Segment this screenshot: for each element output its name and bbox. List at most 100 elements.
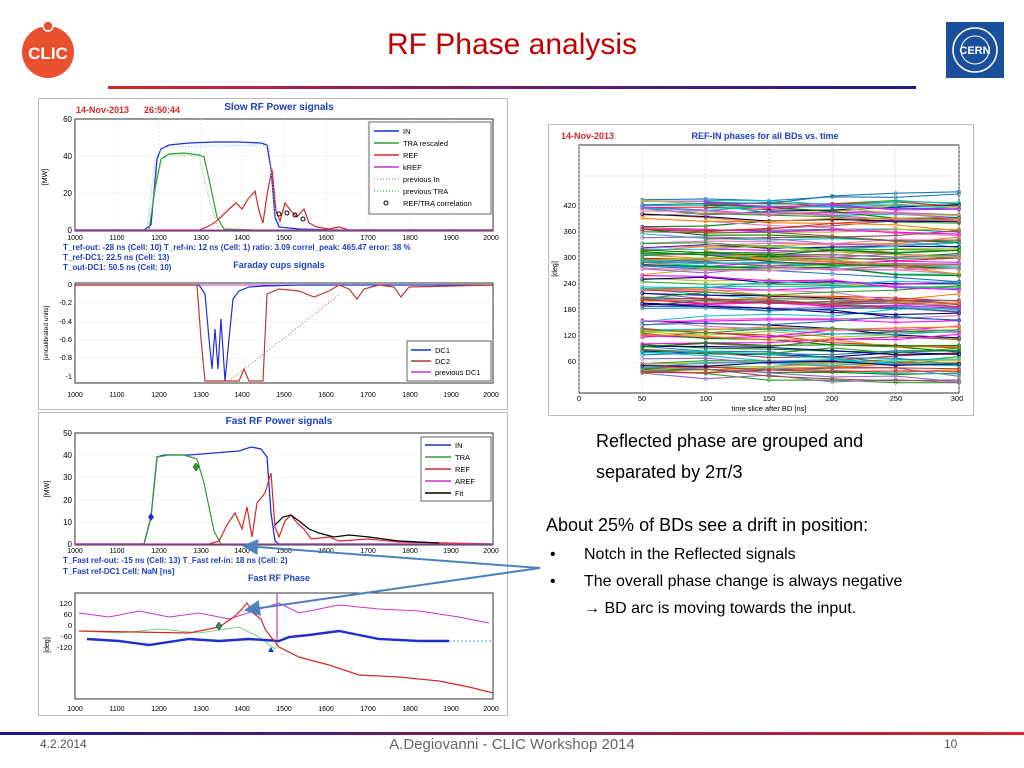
slow-xtick: 1600 xyxy=(318,235,334,242)
fig-left-time: 26:50:44 xyxy=(144,105,180,115)
fast-ytick: 40 xyxy=(63,451,72,460)
bd-phase-point xyxy=(893,267,898,272)
bd-phase-point xyxy=(893,275,898,280)
phase-in-trace xyxy=(86,629,449,647)
bd-phase-point xyxy=(640,344,645,349)
bd-phase-point xyxy=(703,230,708,235)
bd-phase-point xyxy=(957,280,961,285)
slow-xtick: 1800 xyxy=(402,235,418,242)
bd-phase-trace xyxy=(642,367,960,374)
bd-phase-trace xyxy=(642,314,960,326)
bd-phase-point xyxy=(893,348,898,353)
bd-phase-trace xyxy=(642,333,960,348)
bd-phase-trace xyxy=(642,372,960,384)
phase-xtick: 1400 xyxy=(234,706,250,713)
bd-phase-point xyxy=(767,227,771,231)
bd-phase-point xyxy=(830,228,835,232)
bd-phase-point xyxy=(957,378,961,382)
bd-phase-trace xyxy=(642,319,960,323)
bd-phase-trace xyxy=(642,347,960,355)
bd-phase-point xyxy=(767,259,771,264)
bd-phase-point xyxy=(957,361,961,366)
phase-xtick: 1100 xyxy=(109,706,124,713)
bd-phase-point xyxy=(893,279,898,284)
bd-phase-point xyxy=(703,261,708,266)
right-ytick: 360 xyxy=(563,227,576,236)
fast-xtick: 1400 xyxy=(234,548,250,555)
monitor-figure-bottom: Fast RF Power signals 50 40 30 20 10 0 [… xyxy=(38,412,508,716)
bd-phase-point xyxy=(957,287,961,292)
fast-ytick: 30 xyxy=(63,473,72,482)
right-xtick: 300 xyxy=(951,394,964,403)
bd-phase-point xyxy=(640,253,645,258)
bd-phase-point xyxy=(830,342,835,347)
footer-rule xyxy=(0,722,1024,735)
faraday-ytick: -1 xyxy=(65,372,72,381)
bd-phase-trace xyxy=(642,256,960,261)
slow-correlation-markers xyxy=(276,210,306,222)
bd-phase-trace xyxy=(642,265,960,283)
bd-phase-point xyxy=(640,266,645,270)
fast-ref-trace xyxy=(75,472,494,545)
right-xtick: 50 xyxy=(638,394,646,403)
fast-xtick: 1700 xyxy=(360,548,376,555)
bd-phase-point xyxy=(767,378,771,383)
bd-phase-trace xyxy=(642,217,960,223)
fast-rf-title: Fast RF Power signals xyxy=(226,416,333,427)
fast-xtick: 1100 xyxy=(109,548,124,555)
bd-phase-point xyxy=(957,366,961,371)
bd-phase-point xyxy=(703,233,708,238)
bd-phase-point xyxy=(830,221,835,226)
slow-rf-title: Slow RF Power signals xyxy=(224,102,334,113)
bd-phase-point xyxy=(830,212,835,216)
bd-phase-point xyxy=(893,285,898,290)
bd-phase-point xyxy=(830,314,835,319)
right-xtick: 100 xyxy=(700,394,713,403)
bullet-2-continuation: → BD arc is moving towards the input. xyxy=(584,600,857,617)
faraday-dc1-trace xyxy=(75,284,493,382)
bd-phase-point xyxy=(957,380,961,385)
bd-phase-point xyxy=(893,272,898,277)
bd-phase-point xyxy=(830,290,835,294)
phase-xtick: 1200 xyxy=(151,706,167,713)
bd-phase-point xyxy=(640,209,645,213)
faraday-xtick: 1600 xyxy=(318,392,334,399)
bd-phase-point xyxy=(957,279,961,284)
right-ytick: 180 xyxy=(563,305,576,314)
bd-phase-point xyxy=(893,251,898,256)
fig-right-date: 14-Nov-2013 xyxy=(561,131,614,141)
fig-right-title: REF-IN phases for all BDs vs. time xyxy=(691,131,838,141)
bd-phase-point xyxy=(893,352,898,357)
phase-ytick: 60 xyxy=(64,610,72,619)
phase-xtick: 1800 xyxy=(402,706,418,713)
fast-xtick: 1800 xyxy=(402,548,418,555)
slow-xtick: 1900 xyxy=(443,235,459,242)
bd-phase-point xyxy=(767,355,771,360)
bd-phase-point xyxy=(893,312,898,317)
bd-phase-point xyxy=(957,350,961,354)
right-xtick: 200 xyxy=(826,394,839,403)
bd-phase-point xyxy=(703,209,708,213)
bd-phase-trace xyxy=(642,238,960,250)
fast-xtick: 1900 xyxy=(443,548,459,555)
slow-xtick: 1700 xyxy=(360,235,376,242)
bd-phase-point xyxy=(640,241,645,246)
right-ytick: 60 xyxy=(568,357,576,366)
slow-ylabel: [MW] xyxy=(42,169,49,185)
fast-marker-in xyxy=(148,513,154,521)
bd-phase-point xyxy=(703,255,708,260)
slow-legend: IN TRA rescaled REF kREF previous In pre… xyxy=(368,121,492,215)
bd-phase-point xyxy=(640,297,645,302)
bd-phase-point xyxy=(767,201,771,206)
bd-phase-trace xyxy=(642,328,960,335)
bd-phase-point xyxy=(893,329,898,334)
bd-phase-point xyxy=(830,230,835,235)
bd-phase-trace xyxy=(642,307,960,312)
bd-phase-point xyxy=(703,376,708,381)
faraday-fit-line xyxy=(228,294,340,382)
bd-phase-point xyxy=(640,286,645,291)
bd-phase-trace xyxy=(642,360,960,369)
bd-phase-point xyxy=(830,331,835,336)
bd-phase-point xyxy=(767,288,771,293)
bd-phase-point xyxy=(893,371,898,376)
